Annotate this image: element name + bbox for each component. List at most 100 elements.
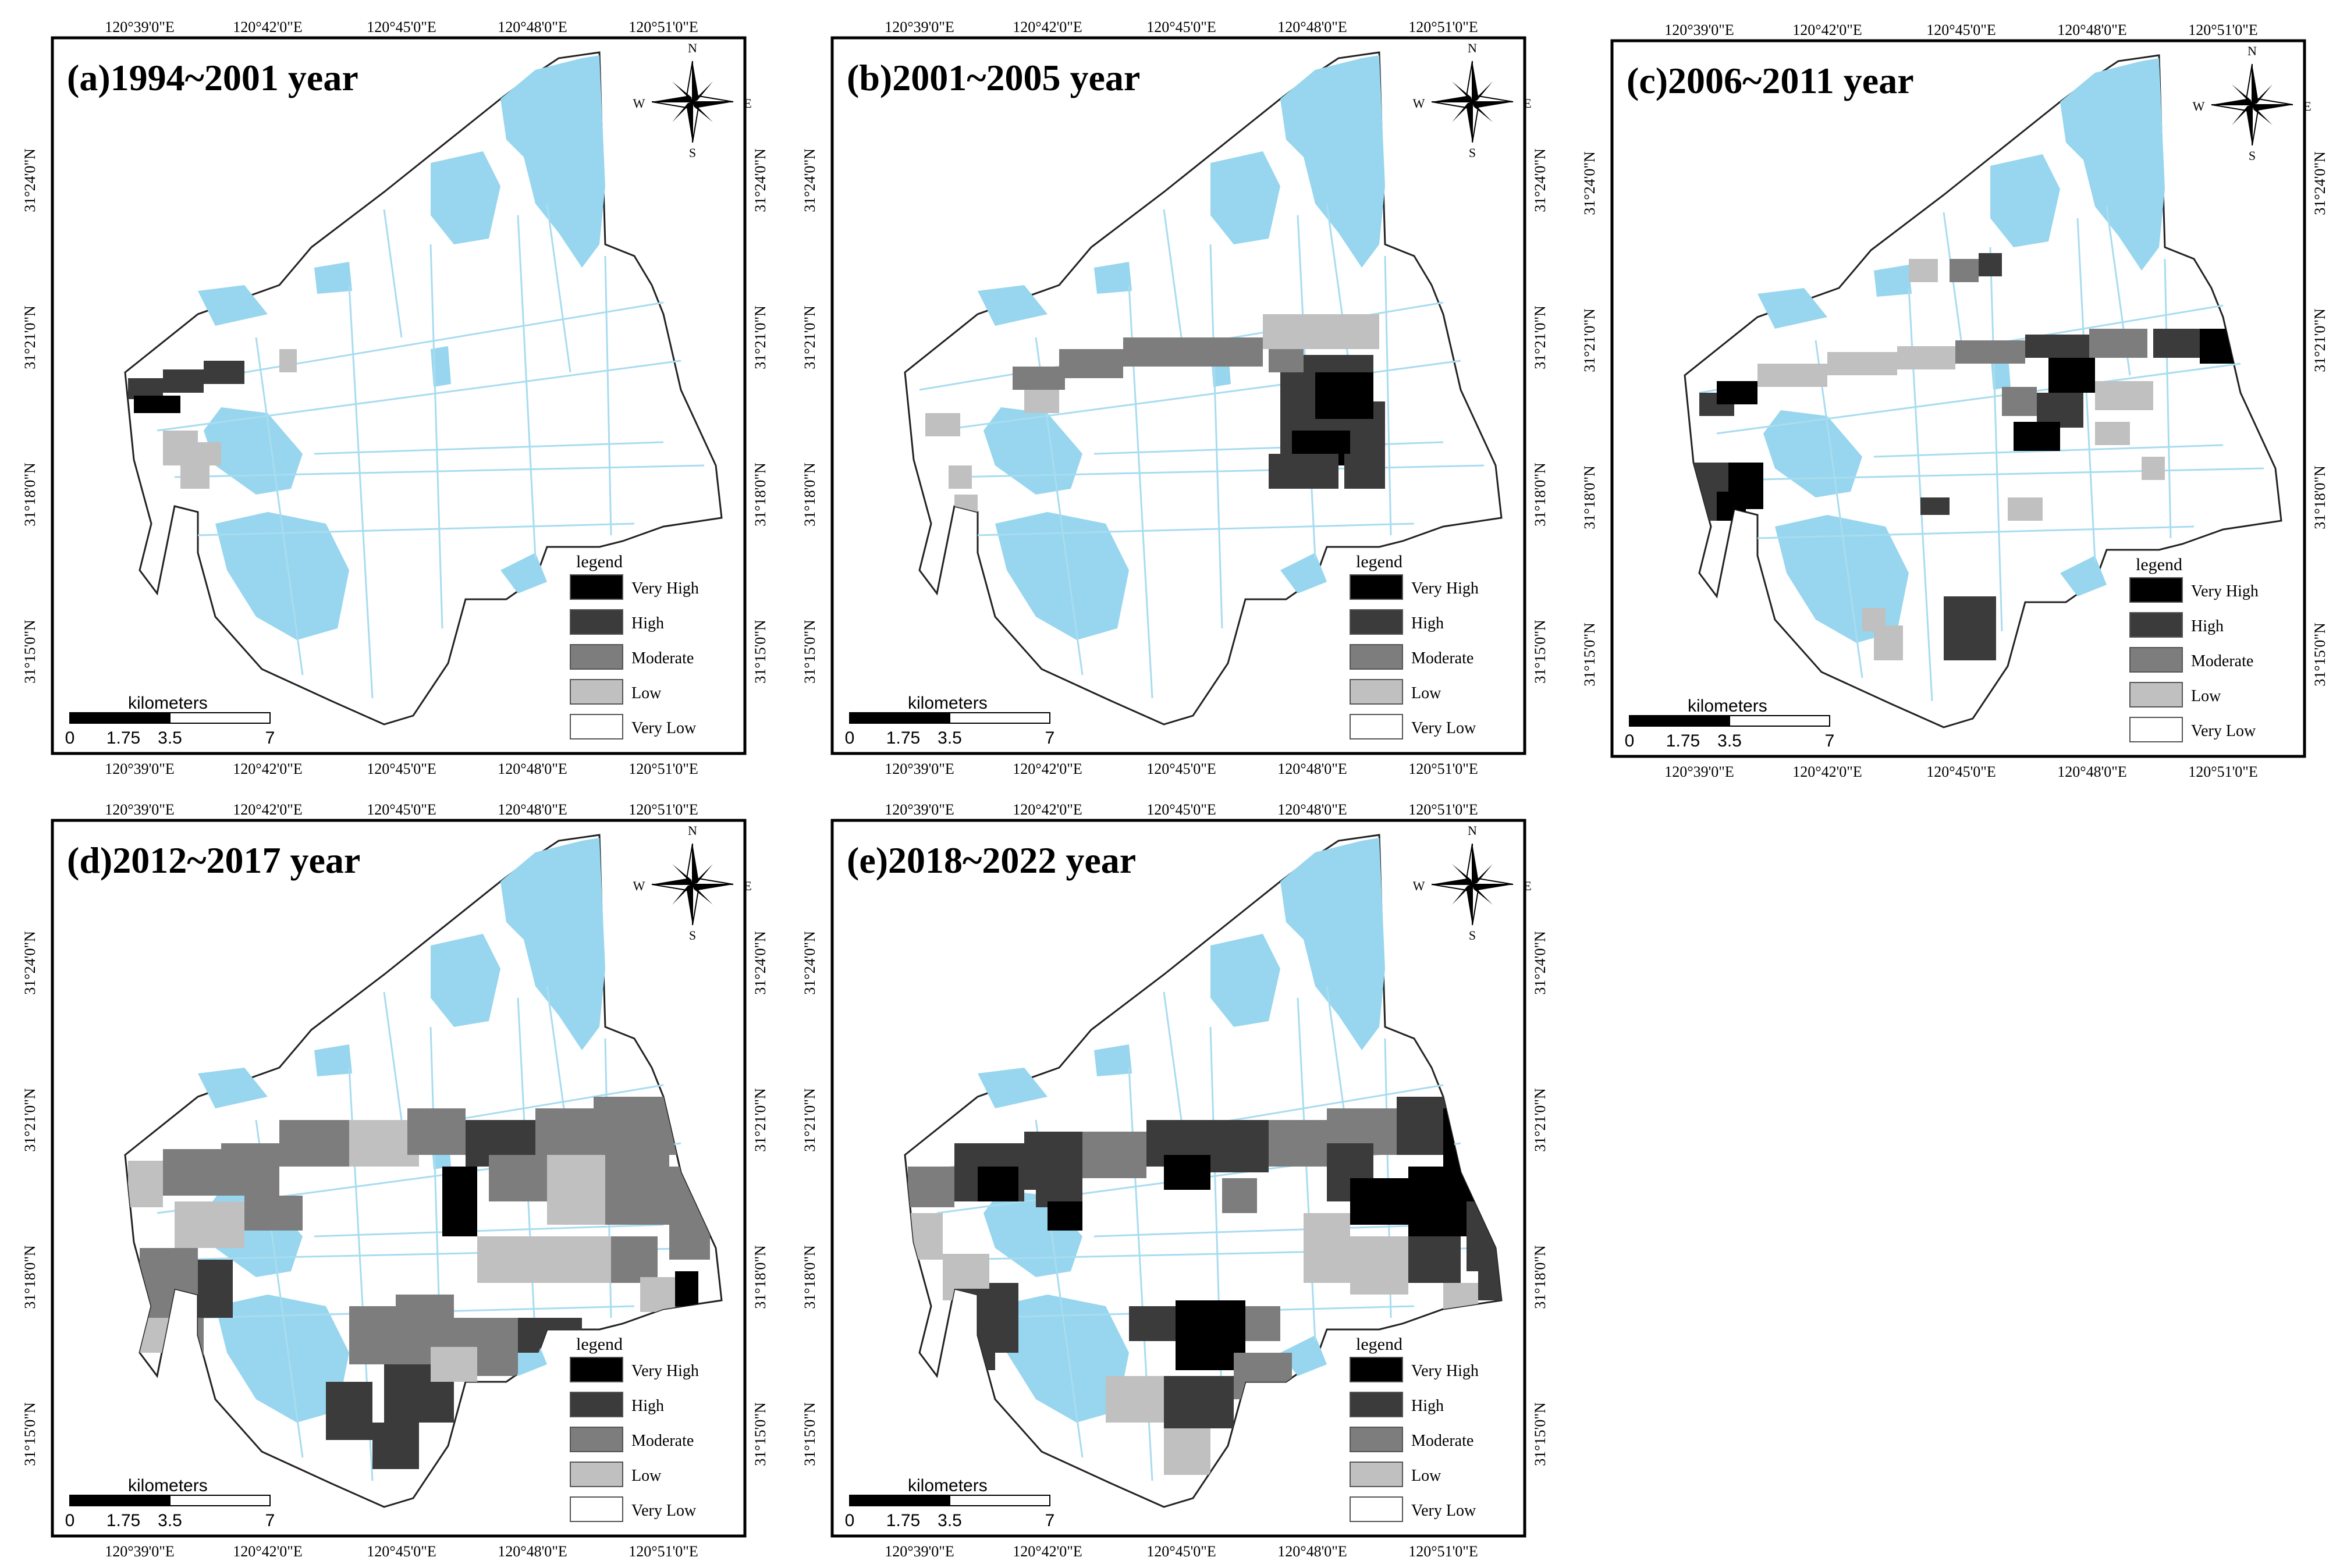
risk-grid-layer	[128, 349, 297, 489]
risk-cell	[442, 1167, 477, 1236]
risk-cell	[547, 1155, 605, 1225]
legend-title: legend	[1356, 1335, 1402, 1354]
risk-cell	[279, 349, 297, 372]
risk-cell	[1920, 497, 1950, 515]
risk-cell	[372, 1423, 419, 1469]
compass-letter-n: N	[688, 41, 697, 55]
lat-tick-label: 31°21'0"N	[1532, 305, 1549, 369]
risk-cell	[611, 1236, 658, 1283]
lon-tick-label: 120°39'0"E	[885, 19, 954, 35]
risk-cell	[163, 1149, 221, 1196]
risk-cell	[1245, 1306, 1280, 1341]
risk-cell	[1979, 253, 2002, 276]
lon-tick-label: 120°48'0"E	[1277, 801, 1347, 818]
lat-tick-label: 31°24'0"N	[22, 931, 38, 995]
legend-label: Very High	[1411, 1362, 1479, 1380]
lat-tick-label: 31°21'0"N	[801, 305, 818, 369]
lat-tick-label: 31°24'0"N	[22, 148, 38, 212]
legend-label: Very Low	[1411, 1502, 1476, 1520]
compass-letter-w: W	[1413, 96, 1425, 111]
risk-cell	[2048, 358, 2095, 393]
legend-label: Very High	[2191, 582, 2259, 600]
lat-tick-label: 31°18'0"N	[1581, 465, 1598, 529]
scale-label: 7	[1825, 731, 1835, 751]
lon-tick-label: 120°51'0"E	[2188, 763, 2258, 780]
lat-tick-label: 31°15'0"N	[1532, 620, 1549, 684]
risk-cell	[2089, 329, 2147, 358]
lon-tick-label: 120°42'0"E	[233, 19, 303, 35]
risk-cell	[2095, 381, 2153, 410]
risk-cell	[279, 1120, 349, 1167]
legend-label: Low	[1411, 684, 1441, 702]
risk-cell	[134, 396, 180, 413]
lat-tick-label: 31°24'0"N	[752, 148, 769, 212]
legend-label: High	[631, 614, 664, 632]
lon-tick-label: 120°42'0"E	[1013, 801, 1082, 818]
compass-letter-w: W	[633, 96, 645, 111]
legend-label: Low	[631, 684, 662, 702]
lat-tick-label: 31°21'0"N	[1581, 308, 1598, 372]
lon-tick-label: 120°45'0"E	[1146, 760, 1216, 777]
lat-tick-label: 31°18'0"N	[752, 1245, 769, 1309]
compass-letter-w: W	[1413, 879, 1425, 893]
scale-label: 1.75	[1666, 731, 1700, 751]
lat-tick-label: 31°15'0"N	[752, 1402, 769, 1466]
lon-tick-label: 120°48'0"E	[498, 19, 567, 35]
lon-tick-label: 120°45'0"E	[367, 1543, 436, 1560]
risk-cell	[978, 1167, 1018, 1201]
lon-tick-label: 120°48'0"E	[1277, 19, 1347, 35]
lon-tick-label: 120°39'0"E	[885, 801, 954, 818]
lon-tick-label: 120°51'0"E	[629, 801, 698, 818]
scale-label: 0	[845, 728, 855, 748]
legend-label: Low	[2191, 687, 2221, 705]
compass-letter-s: S	[2249, 148, 2256, 163]
map-panel-a: (a)1994~2001 year 120°39'0"E 120°39'0"E 120…	[22, 19, 769, 777]
lat-tick-label: 31°15'0"N	[752, 620, 769, 684]
risk-cell	[1408, 1236, 1461, 1283]
panel-title: (b)2001~2005 year	[847, 57, 1140, 98]
panel-title: (a)1994~2001 year	[67, 57, 358, 98]
risk-cell	[547, 1236, 611, 1283]
legend-label: Very Low	[631, 719, 697, 737]
scale-label: 1.75	[106, 728, 140, 748]
lon-tick-label: 120°48'0"E	[498, 1543, 567, 1560]
lon-tick-label: 120°39'0"E	[1664, 763, 1734, 780]
lon-tick-label: 120°39'0"E	[885, 1543, 954, 1560]
lon-tick-label: 120°51'0"E	[1408, 1543, 1478, 1560]
legend-label: Moderate	[2191, 652, 2253, 670]
compass-letter-s: S	[1469, 145, 1476, 160]
risk-cell	[128, 1161, 163, 1207]
lon-tick-label: 120°45'0"E	[367, 760, 436, 777]
compass-letter-s: S	[1469, 928, 1476, 943]
lon-tick-label: 120°42'0"E	[233, 760, 303, 777]
risk-cell	[407, 1108, 466, 1155]
compass-letter-s: S	[689, 145, 696, 160]
risk-cell	[198, 1260, 233, 1318]
risk-cell	[2025, 335, 2089, 358]
compass-letter-e: E	[744, 879, 751, 893]
lon-tick-label: 120°51'0"E	[629, 760, 698, 777]
legend-label: High	[1411, 1397, 1444, 1415]
risk-cell	[1193, 337, 1263, 367]
lon-tick-label: 120°48'0"E	[1277, 760, 1347, 777]
scale-label: 3.5	[938, 1511, 962, 1530]
risk-cell	[431, 1347, 477, 1382]
lat-tick-label: 31°24'0"N	[801, 148, 818, 212]
risk-cell	[1897, 346, 1955, 369]
lon-tick-label: 120°42'0"E	[1013, 19, 1082, 35]
lon-tick-label: 120°42'0"E	[1013, 1543, 1082, 1560]
lat-tick-label: 31°24'0"N	[752, 931, 769, 995]
risk-cell	[640, 1277, 675, 1312]
compass-letter-e: E	[1524, 879, 1531, 893]
lon-tick-label: 120°42'0"E	[1013, 760, 1082, 777]
risk-cell	[2153, 329, 2200, 358]
lon-tick-label: 120°39'0"E	[105, 19, 175, 35]
scale-label: 0	[65, 728, 75, 748]
risk-cell	[1862, 608, 1886, 631]
lon-tick-label: 120°51'0"E	[629, 1543, 698, 1560]
lat-tick-label: 31°18'0"N	[1532, 463, 1549, 527]
scale-label: 7	[1045, 728, 1055, 748]
lon-tick-label: 120°48'0"E	[498, 801, 567, 818]
risk-cell	[1269, 1120, 1327, 1167]
risk-cell	[1082, 1132, 1146, 1178]
